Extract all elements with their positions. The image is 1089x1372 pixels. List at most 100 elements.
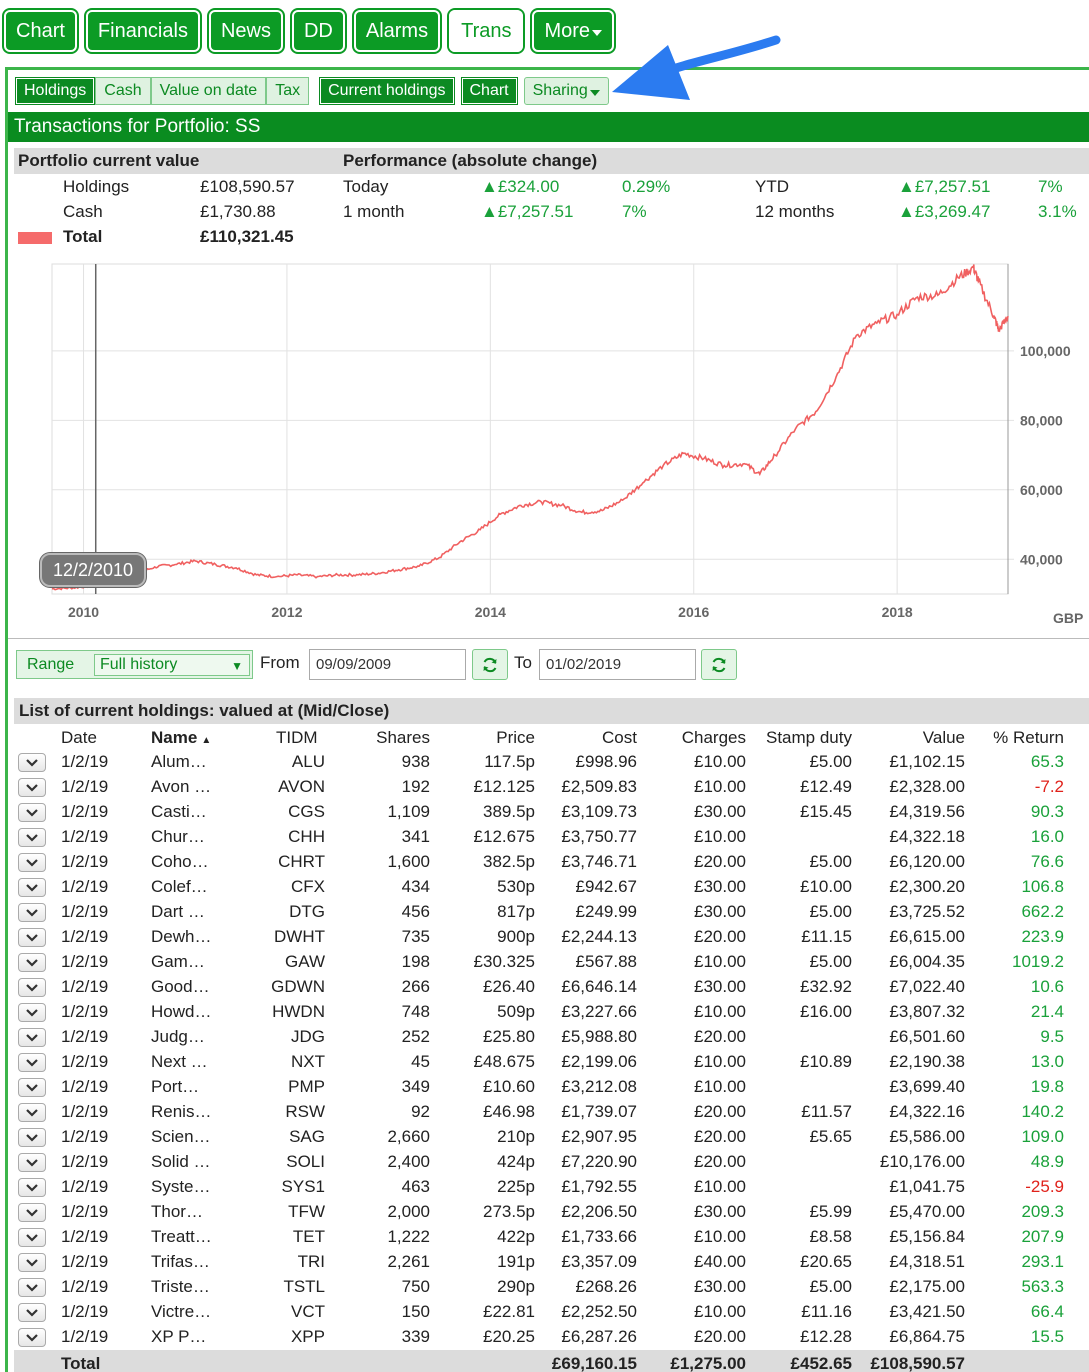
name-cell[interactable]: Gam… [151,952,205,971]
row-menu-chevron-icon[interactable] [18,1028,46,1047]
table-row[interactable]: 1/2/19 Next … NXT 45 £48.675 £2,199.06 £10.00 £… [14,1050,1089,1075]
tab-tax[interactable]: Tax [266,77,310,105]
row-menu-chevron-icon[interactable] [18,803,46,822]
table-row[interactable]: 1/2/19 Colef… CFX 434 530p £942.67 £30.00 £10.0… [14,875,1089,900]
row-menu-chevron-icon[interactable] [18,1003,46,1022]
range-selector[interactable]: Range Full history ▼ [16,650,253,679]
table-row[interactable]: 1/2/19 Casti… CGS 1,109 389.5p £3,109.73 £30.0… [14,800,1089,825]
column-header[interactable]: TIDM [276,728,318,747]
table-row[interactable]: 1/2/19 Scien… SAG 2,660 210p £2,907.95 £20.00 £… [14,1125,1089,1150]
current-holdings-button[interactable]: Current holdings [319,77,455,105]
row-menu-chevron-icon[interactable] [18,828,46,847]
name-cell[interactable]: Alum… [151,752,207,771]
name-cell[interactable]: Howd… [151,1002,212,1021]
table-row[interactable]: 1/2/19 Dart … DTG 456 817p £249.99 £30.00 £5.00… [14,900,1089,925]
column-header[interactable]: Charges [681,728,746,747]
column-header[interactable]: Shares [376,728,430,747]
nav-financials-button[interactable]: Financials [85,10,200,52]
row-menu-chevron-icon[interactable] [18,1153,46,1172]
table-row[interactable]: 1/2/19 Good… GDWN 266 £26.40 £6,646.14 £30.00 £… [14,975,1089,1000]
name-cell[interactable]: Victre… [151,1302,212,1321]
row-menu-chevron-icon[interactable] [18,853,46,872]
row-menu-chevron-icon[interactable] [18,1128,46,1147]
name-cell[interactable]: Avon … [151,777,212,796]
table-row[interactable]: 1/2/19 Victre… VCT 150 £22.81 £2,252.50 £10.00… [14,1300,1089,1325]
column-header[interactable]: Stamp duty [766,728,852,747]
column-header[interactable]: Price [496,728,535,747]
table-row[interactable]: 1/2/19 Howd… HWDN 748 509p £3,227.66 £10.00 £16… [14,1000,1089,1025]
chart-button[interactable]: Chart [460,77,518,105]
table-row[interactable]: 1/2/19 Solid … SOLI 2,400 424p £7,220.90 £20.0… [14,1150,1089,1175]
to-date-input[interactable]: 01/02/2019 [539,649,696,680]
row-menu-chevron-icon[interactable] [18,1203,46,1222]
name-cell[interactable]: Scien… [151,1127,211,1146]
column-header[interactable]: Value [922,728,965,747]
table-row[interactable]: 1/2/19 Avon … AVON 192 £12.125 £2,509.83 £10.0… [14,775,1089,800]
nav-more-button[interactable]: More [532,10,615,52]
column-header[interactable]: Name ▲ [151,728,212,747]
name-cell[interactable]: Casti… [151,802,207,821]
nav-trans-button[interactable]: Trans [449,10,524,52]
refresh-icon[interactable] [701,649,737,680]
name-cell[interactable]: Thor… [151,1202,203,1221]
sharing-dropdown[interactable]: Sharing [523,77,609,105]
tab-value-on-date[interactable]: Value on date [150,77,267,105]
name-cell[interactable]: Port… [151,1077,200,1096]
table-row[interactable]: 1/2/19 Alum… ALU 938 117.5p £998.96 £10.00 £5.0… [14,750,1089,775]
table-row[interactable]: 1/2/19 Syste… SYS1 463 225p £1,792.55 £10.00 £1… [14,1175,1089,1200]
name-cell[interactable]: Colef… [151,877,208,896]
row-menu-chevron-icon[interactable] [18,1253,46,1272]
table-row[interactable]: 1/2/19 Coho… CHRT 1,600 382.5p £3,746.71 £20.0… [14,850,1089,875]
portfolio-value-chart[interactable]: 2010 2012 2014 2016 2018 40,000 60,000 80,000 10… [8,260,1089,640]
name-cell[interactable]: Treatt… [151,1227,212,1246]
tab-holdings[interactable]: Holdings [15,77,96,105]
row-menu-chevron-icon[interactable] [18,1053,46,1072]
name-cell[interactable]: Syste… [151,1177,211,1196]
row-menu-chevron-icon[interactable] [18,1228,46,1247]
refresh-icon[interactable] [472,649,508,680]
row-menu-chevron-icon[interactable] [18,778,46,797]
table-row[interactable]: 1/2/19 Judg… JDG 252 £25.80 £5,988.80 £20.00 £6… [14,1025,1089,1050]
name-cell[interactable]: Dewh… [151,927,212,946]
row-menu-chevron-icon[interactable] [18,878,46,897]
row-menu-chevron-icon[interactable] [18,1178,46,1197]
column-header[interactable]: % Return [993,728,1064,747]
nav-chart-button[interactable]: Chart [4,10,77,52]
name-cell[interactable]: Triste… [151,1277,210,1296]
table-row[interactable]: 1/2/19 Dewh… DWHT 735 900p £2,244.13 £20.00 £11… [14,925,1089,950]
name-cell[interactable]: Solid … [151,1152,211,1171]
row-menu-chevron-icon[interactable] [18,903,46,922]
table-row[interactable]: 1/2/19 Triste… TSTL 750 290p £268.26 £30.00 £5.… [14,1275,1089,1300]
nav-dd-button[interactable]: DD [291,10,345,52]
name-cell[interactable]: Good… [151,977,210,996]
table-row[interactable]: 1/2/19 Renis… RSW 92 £46.98 £1,739.07 £20.00 £1… [14,1100,1089,1125]
name-cell[interactable]: Judg… [151,1027,205,1046]
table-row[interactable]: 1/2/19 Chur… CHH 341 £12.675 £3,750.77 £10.00 £… [14,825,1089,850]
name-cell[interactable]: Coho… [151,852,209,871]
table-row[interactable]: 1/2/19 XP P… XPP 339 £20.25 £6,287.26 £20.00 £1… [14,1325,1089,1350]
table-row[interactable]: 1/2/19 Thor… TFW 2,000 273.5p £2,206.50 £30.00… [14,1200,1089,1225]
table-row[interactable]: 1/2/19 Port… PMP 349 £10.60 £3,212.08 £10.00 £3… [14,1075,1089,1100]
nav-news-button[interactable]: News [208,10,283,52]
row-menu-chevron-icon[interactable] [18,753,46,772]
tab-cash[interactable]: Cash [95,77,151,105]
table-row[interactable]: 1/2/19 Trifas… TRI 2,261 191p £3,357.09 £40.00… [14,1250,1089,1275]
column-header[interactable]: Date [61,728,97,747]
name-cell[interactable]: Next … [151,1052,208,1071]
nav-alarms-button[interactable]: Alarms [353,10,441,52]
row-menu-chevron-icon[interactable] [18,1303,46,1322]
row-menu-chevron-icon[interactable] [18,1328,46,1347]
column-header[interactable]: Cost [602,728,637,747]
row-menu-chevron-icon[interactable] [18,928,46,947]
name-cell[interactable]: Trifas… [151,1252,210,1271]
table-row[interactable]: 1/2/19 Gam… GAW 198 £30.325 £567.88 £10.00 £5.0… [14,950,1089,975]
name-cell[interactable]: Chur… [151,827,205,846]
name-cell[interactable]: Renis… [151,1102,212,1121]
row-menu-chevron-icon[interactable] [18,1103,46,1122]
table-row[interactable]: 1/2/19 Treatt… TET 1,222 422p £1,733.66 £10.00… [14,1225,1089,1250]
row-menu-chevron-icon[interactable] [18,1078,46,1097]
row-menu-chevron-icon[interactable] [18,1278,46,1297]
name-cell[interactable]: XP P… [151,1327,207,1346]
row-menu-chevron-icon[interactable] [18,978,46,997]
range-select[interactable]: Full history ▼ [94,654,250,676]
